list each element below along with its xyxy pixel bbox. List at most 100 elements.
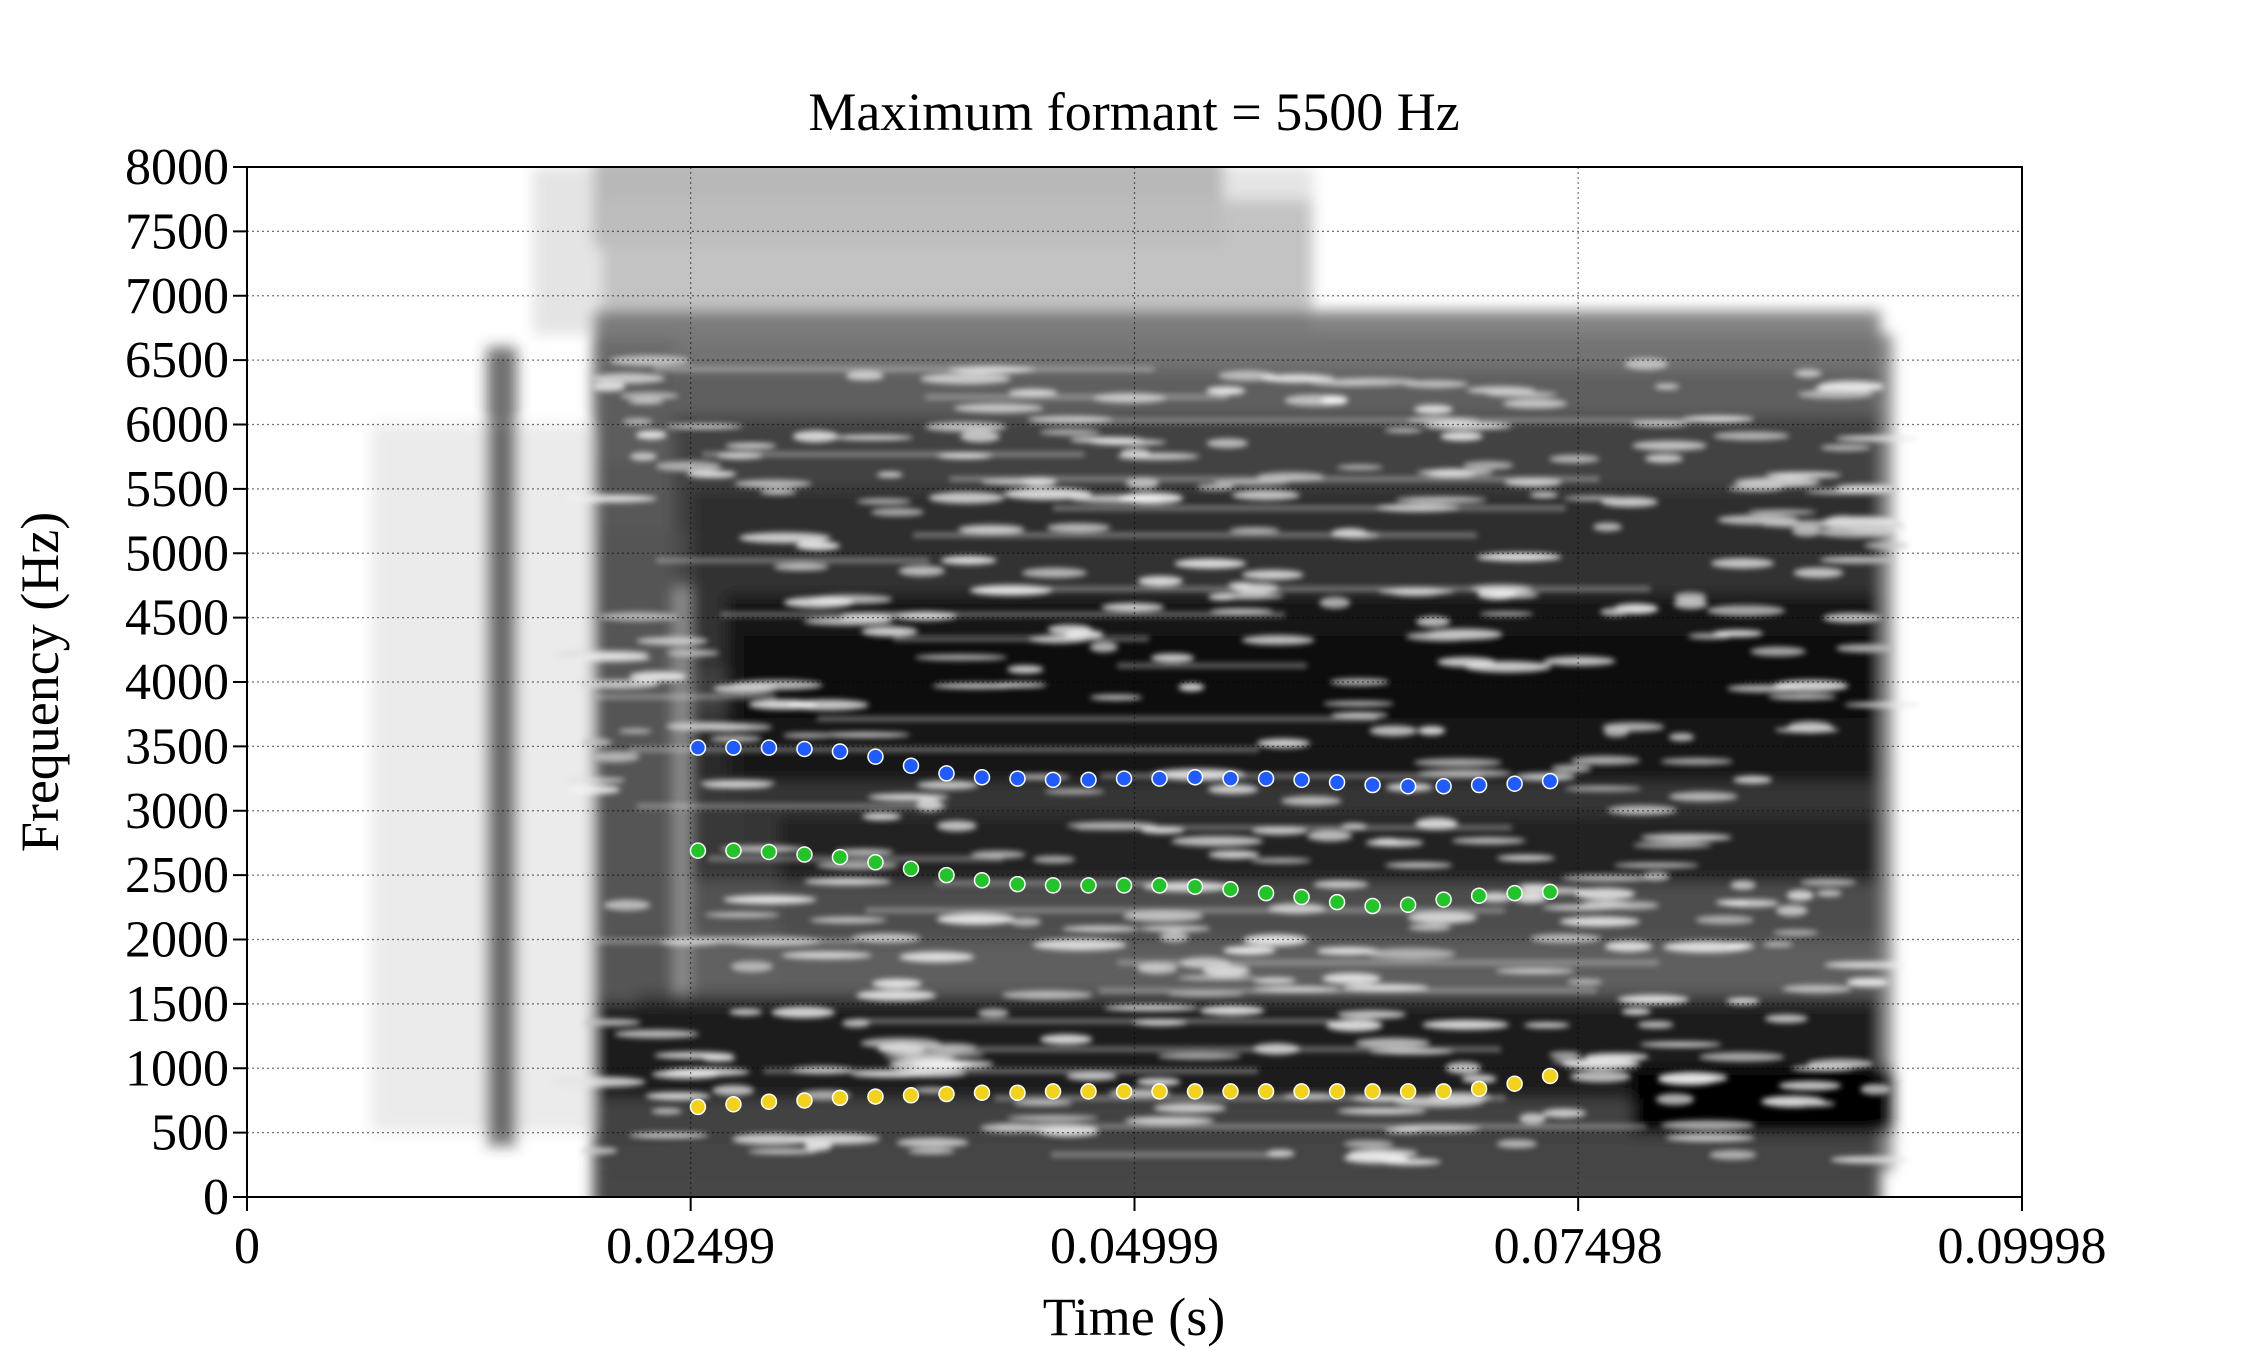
- formant-point-f1: [1257, 1083, 1275, 1100]
- formant-point-f3: [1080, 771, 1097, 789]
- y-tick-label: 8000: [125, 139, 229, 196]
- formant-point-f2: [1257, 884, 1275, 902]
- formant-point-f3: [1399, 778, 1417, 795]
- formant-point-f3: [1435, 778, 1452, 795]
- formant-point-f3: [1364, 776, 1381, 794]
- y-tick-label: 5500: [125, 461, 229, 518]
- formant-point-f3: [1009, 770, 1026, 787]
- formant-point-f2: [1009, 875, 1026, 893]
- x-tick-label: 0.04999: [1050, 1218, 1219, 1275]
- formant-point-f2: [973, 872, 991, 889]
- y-tick-label: 4000: [125, 654, 229, 711]
- y-tick-label: 7500: [125, 203, 229, 260]
- formant-point-f3: [1044, 771, 1062, 789]
- formant-point-f2: [1222, 881, 1239, 898]
- formant-point-f1: [689, 1098, 707, 1116]
- x-tick-label: 0.07498: [1494, 1218, 1663, 1275]
- formant-point-f1: [725, 1096, 742, 1113]
- y-tick-label: 4500: [125, 590, 229, 647]
- formant-point-f2: [1044, 877, 1062, 894]
- formant-point-f3: [1151, 770, 1168, 787]
- y-tick-label: 0: [203, 1169, 229, 1226]
- formant-point-f3: [796, 740, 813, 758]
- formant-points: [689, 739, 1559, 1116]
- formant-point-f1: [1044, 1083, 1062, 1100]
- formant-point-f2: [689, 842, 707, 859]
- formant-point-f1: [1435, 1083, 1452, 1100]
- formant-point-f3: [902, 757, 920, 774]
- y-tick-label: 5000: [125, 525, 229, 582]
- x-tick-label: 0: [234, 1218, 260, 1275]
- formant-point-f3: [1470, 776, 1488, 794]
- formant-point-f1: [1151, 1083, 1168, 1100]
- formant-point-f1: [831, 1089, 849, 1107]
- formant-point-f3: [867, 748, 884, 765]
- formant-point-f2: [1541, 883, 1559, 901]
- formant-point-f3: [1186, 769, 1204, 786]
- y-tick-label: 6500: [125, 332, 229, 389]
- formant-point-f3: [1328, 774, 1346, 791]
- formant-point-f3: [1293, 771, 1310, 789]
- formant-point-f2: [1151, 877, 1168, 894]
- formant-point-f1: [1080, 1083, 1097, 1100]
- formant-point-f1: [1506, 1075, 1523, 1092]
- formant-point-f2: [1186, 878, 1204, 895]
- formant-point-f2: [1080, 877, 1097, 894]
- formant-point-f3: [760, 739, 778, 756]
- formant-point-f2: [1328, 893, 1346, 911]
- y-tick-label: 6000: [125, 397, 229, 454]
- formant-point-f1: [1364, 1083, 1381, 1100]
- formant-point-f1: [1009, 1084, 1026, 1101]
- y-tick-label: 7000: [125, 268, 229, 325]
- formant-point-f3: [689, 739, 707, 756]
- formant-point-f2: [796, 846, 813, 863]
- formant-point-f2: [1435, 891, 1452, 908]
- formant-point-f2: [1506, 884, 1523, 902]
- formant-point-f1: [1186, 1083, 1204, 1100]
- formant-point-f1: [1541, 1067, 1559, 1085]
- y-axis: 0 500 1000 1500 2000 2500 3000 3500 4000 4500 5000…: [125, 139, 247, 1226]
- chart-title: Maximum formant = 5500 Hz: [808, 82, 1459, 142]
- formant-point-f3: [1506, 775, 1523, 792]
- formant-point-f2: [938, 866, 955, 884]
- grid-lines: [247, 167, 2022, 1197]
- formant-point-f1: [902, 1087, 920, 1104]
- formant-point-f3: [1222, 770, 1239, 787]
- formant-point-f2: [1293, 888, 1310, 906]
- formant-point-f3: [1257, 770, 1275, 787]
- x-tick-label: 0.02499: [606, 1218, 775, 1275]
- x-axis: 0 0.02499 0.04999 0.07498 0.09998: [234, 1197, 2107, 1275]
- formant-point-f3: [831, 743, 849, 760]
- formant-point-f1: [760, 1093, 778, 1110]
- y-tick-label: 1000: [125, 1040, 229, 1097]
- formant-point-f2: [1364, 897, 1381, 915]
- formant-point-f1: [1115, 1083, 1133, 1100]
- formant-point-f1: [796, 1092, 813, 1109]
- formant-point-f1: [1222, 1083, 1239, 1100]
- y-tick-label: 2500: [125, 847, 229, 904]
- x-axis-label: Time (s): [1043, 1287, 1226, 1347]
- formant-point-f2: [760, 843, 778, 861]
- y-tick-label: 3500: [125, 718, 229, 775]
- formant-point-f1: [1470, 1080, 1488, 1098]
- formant-point-f2: [1470, 887, 1488, 904]
- formant-point-f2: [831, 848, 849, 866]
- formant-point-f2: [1399, 896, 1417, 913]
- formant-point-f3: [1115, 770, 1133, 787]
- x-tick-label: 0.09998: [1938, 1218, 2107, 1275]
- spectrogram-background: [371, 167, 1922, 1197]
- y-tick-label: 3000: [125, 783, 229, 840]
- formant-point-f1: [1328, 1083, 1346, 1100]
- formant-point-f2: [867, 854, 884, 871]
- formant-point-f1: [973, 1084, 991, 1101]
- formant-point-f3: [938, 765, 955, 782]
- formant-point-f1: [938, 1085, 955, 1103]
- y-tick-label: 2000: [125, 912, 229, 969]
- formant-point-f1: [867, 1088, 884, 1105]
- formant-point-f1: [1293, 1083, 1310, 1100]
- formant-point-f1: [1399, 1083, 1417, 1100]
- y-axis-label: Frequency (Hz): [10, 512, 70, 852]
- formant-point-f3: [973, 769, 991, 786]
